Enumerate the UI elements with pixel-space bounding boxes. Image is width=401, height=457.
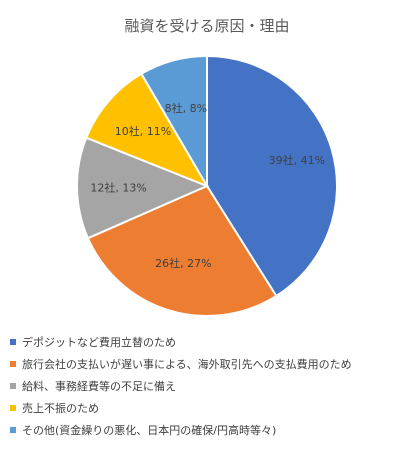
pie-slice-3 [76, 136, 210, 240]
data-label-1: 39社, 41% [269, 153, 325, 167]
data-label-3: 12社, 13% [90, 181, 146, 195]
legend-swatch [10, 339, 16, 345]
data-label-4: 10社, 11% [115, 124, 171, 138]
legend-item-4: 売上不振のため [10, 397, 400, 419]
data-label-5: 8社, 8% [165, 101, 207, 115]
legend-item-2: 旅行会社の支払いが遅い事による、海外取引先への支払費用のため [10, 353, 400, 375]
pie-slices [76, 54, 338, 317]
legend-label: デポジットなど費用立替のため [22, 336, 176, 349]
data-label-2: 26社, 27% [155, 256, 211, 270]
legend-label: その他(資金繰りの悪化、日本円の確保/円高時等々) [22, 424, 277, 437]
legend-swatch [10, 361, 16, 367]
pie-slice-4 [84, 72, 210, 189]
legend-item-1: デポジットなど費用立替のため [10, 331, 400, 353]
legend-swatch [10, 427, 16, 433]
legend-label: 旅行会社の支払いが遅い事による、海外取引先への支払費用のため [22, 358, 352, 371]
chart-legend: デポジットなど費用立替のため旅行会社の支払いが遅い事による、海外取引先への支払費… [10, 331, 400, 441]
chart-title: 融資を受ける原因・理由 [124, 17, 289, 35]
legend-swatch [10, 383, 16, 389]
legend-swatch [10, 405, 16, 411]
pie-data-labels: 39社, 41% 26社, 27% 12社, 13% 10社, 11% 8社, 8% [90, 101, 325, 270]
legend-item-3: 給料、事務経費等の不足に備え [10, 375, 400, 397]
legend-label: 給料、事務経費等の不足に備え [22, 380, 176, 393]
legend-label: 売上不振のため [22, 402, 99, 415]
legend-item-5: その他(資金繰りの悪化、日本円の確保/円高時等々) [10, 419, 400, 441]
pie-slice-5 [140, 54, 208, 190]
